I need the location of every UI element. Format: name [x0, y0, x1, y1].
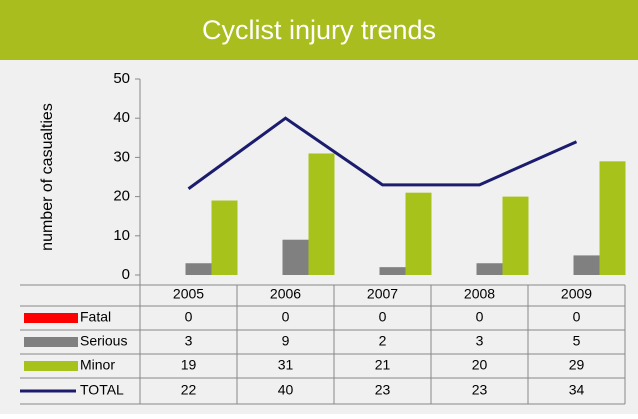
bar [476, 263, 503, 275]
y-tick-label: 50 [113, 70, 130, 87]
table-value: 19 [181, 357, 197, 373]
legend-key [24, 313, 78, 323]
x-tick-label: 2006 [270, 286, 301, 302]
x-tick-label: 2007 [367, 286, 398, 302]
table-value: 0 [379, 309, 387, 325]
table-value: 34 [569, 382, 585, 398]
chart-title: Cyclist injury trends [202, 15, 436, 45]
table-value: 0 [185, 309, 193, 325]
bar [599, 161, 626, 275]
table-value: 0 [573, 309, 581, 325]
x-tick-label: 2008 [464, 286, 495, 302]
legend-label: Minor [80, 357, 115, 373]
table-value: 23 [472, 382, 488, 398]
bar [211, 200, 238, 275]
table-value: 3 [185, 333, 193, 349]
table-value: 0 [282, 309, 290, 325]
y-tick-label: 20 [113, 188, 130, 205]
bar [308, 153, 335, 275]
total-line [187, 116, 578, 190]
table-value: 22 [181, 382, 197, 398]
bar [185, 263, 212, 275]
legend-key [24, 361, 78, 371]
legend-label: Fatal [80, 309, 111, 325]
table-value: 9 [282, 333, 290, 349]
table-value: 0 [476, 309, 484, 325]
bar [502, 196, 529, 275]
x-tick-label: 2005 [173, 286, 204, 302]
bar [573, 255, 600, 275]
legend-label: Serious [80, 333, 127, 349]
legend-key [24, 337, 78, 347]
y-tick-label: 10 [113, 227, 130, 244]
table-value: 23 [375, 382, 391, 398]
table-value: 40 [278, 382, 294, 398]
table-value: 21 [375, 357, 391, 373]
table-value: 29 [569, 357, 585, 373]
y-axis-label: number of casualties [39, 103, 56, 251]
table-value: 2 [379, 333, 387, 349]
x-tick-label: 2009 [561, 286, 592, 302]
y-tick-label: 40 [113, 109, 130, 126]
table-value: 5 [573, 333, 581, 349]
legend-label: TOTAL [80, 382, 124, 398]
table-value: 31 [278, 357, 294, 373]
bar [282, 239, 309, 275]
table-value: 3 [476, 333, 484, 349]
table-value: 20 [472, 357, 488, 373]
title-bar [0, 0, 638, 60]
bar [405, 192, 432, 275]
y-tick-label: 30 [113, 148, 130, 165]
bar [379, 267, 406, 275]
y-tick-label: 0 [122, 266, 130, 283]
